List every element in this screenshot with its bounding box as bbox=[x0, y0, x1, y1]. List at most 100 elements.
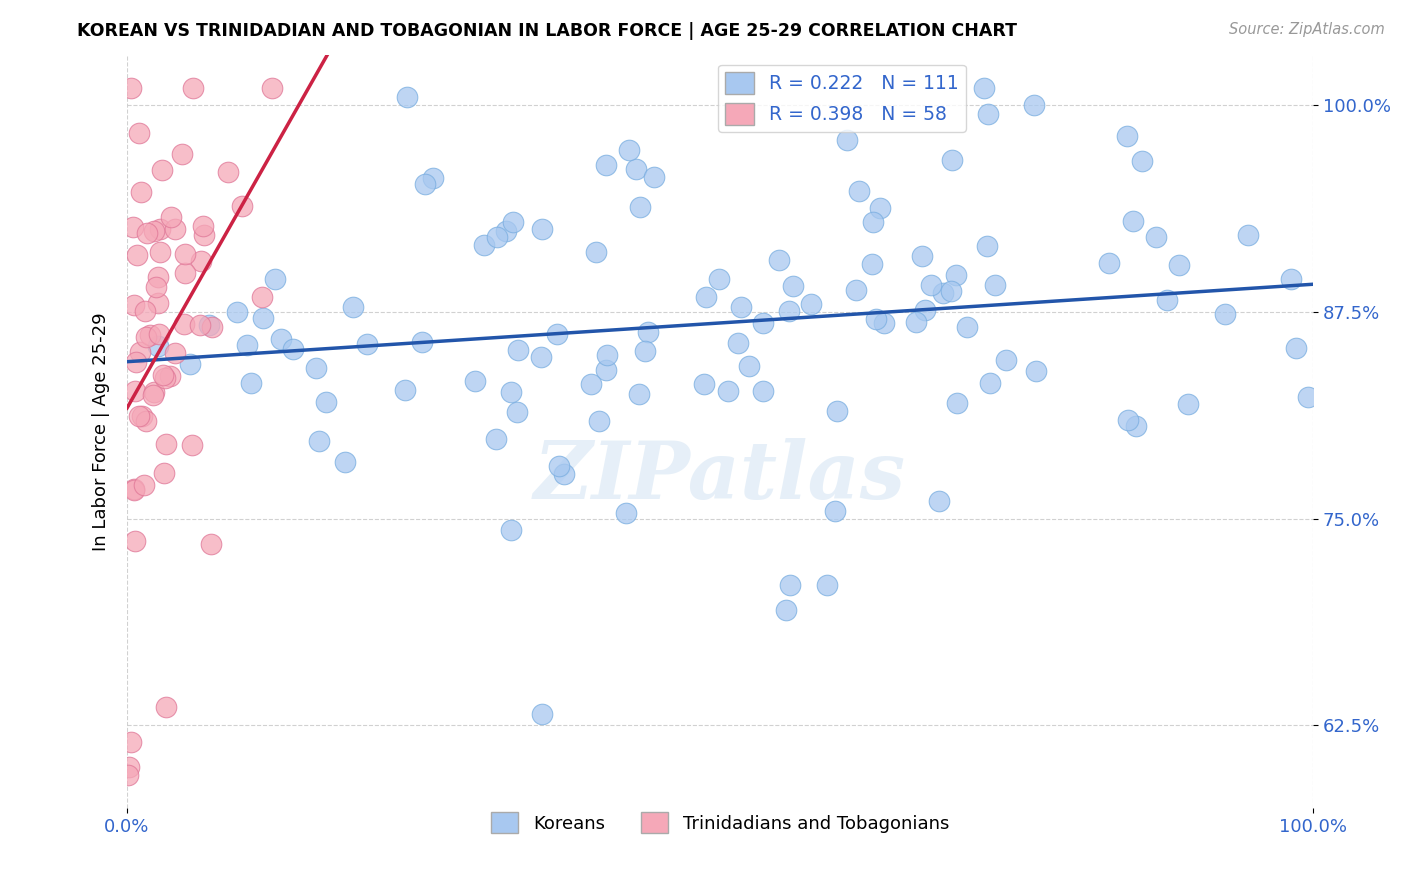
Y-axis label: In Labor Force | Age 25-29: In Labor Force | Age 25-29 bbox=[93, 312, 110, 551]
Point bbox=[281, 342, 304, 356]
Point bbox=[240, 376, 263, 391]
Point bbox=[128, 126, 150, 140]
Point bbox=[865, 311, 887, 326]
Point bbox=[153, 370, 176, 384]
Point bbox=[236, 338, 259, 352]
Point bbox=[845, 283, 868, 297]
Point bbox=[422, 170, 444, 185]
Point bbox=[485, 230, 508, 244]
Point bbox=[129, 185, 152, 199]
Point bbox=[695, 289, 717, 303]
Point bbox=[825, 404, 848, 418]
Point bbox=[595, 363, 617, 377]
Point bbox=[1215, 307, 1237, 321]
Point bbox=[738, 359, 761, 374]
Point bbox=[595, 158, 617, 172]
Point bbox=[495, 224, 517, 238]
Point bbox=[727, 335, 749, 350]
Point bbox=[768, 252, 790, 267]
Point bbox=[1144, 229, 1167, 244]
Point bbox=[260, 81, 283, 95]
Point bbox=[315, 395, 337, 409]
Point bbox=[1125, 418, 1147, 433]
Point bbox=[342, 301, 364, 315]
Point bbox=[217, 164, 239, 178]
Point bbox=[1130, 154, 1153, 169]
Point bbox=[1024, 97, 1046, 112]
Point bbox=[163, 346, 186, 360]
Point bbox=[956, 320, 979, 334]
Point bbox=[132, 478, 155, 492]
Point bbox=[128, 345, 150, 359]
Point bbox=[1177, 397, 1199, 411]
Point bbox=[752, 384, 775, 398]
Point bbox=[994, 353, 1017, 368]
Point bbox=[1156, 293, 1178, 308]
Point bbox=[1236, 227, 1258, 242]
Point bbox=[250, 290, 273, 304]
Point bbox=[131, 409, 153, 424]
Point bbox=[200, 537, 222, 551]
Point bbox=[135, 330, 157, 344]
Point bbox=[977, 107, 1000, 121]
Point bbox=[413, 177, 436, 191]
Point bbox=[508, 343, 530, 357]
Point bbox=[128, 409, 150, 423]
Point bbox=[862, 215, 884, 229]
Point bbox=[637, 325, 659, 339]
Text: KOREAN VS TRINIDADIAN AND TOBAGONIAN IN LABOR FORCE | AGE 25-29 CORRELATION CHAR: KOREAN VS TRINIDADIAN AND TOBAGONIAN IN … bbox=[77, 22, 1018, 40]
Point bbox=[143, 224, 166, 238]
Point bbox=[628, 200, 651, 214]
Point bbox=[501, 523, 523, 537]
Point bbox=[163, 222, 186, 236]
Point bbox=[200, 320, 222, 334]
Point bbox=[225, 305, 247, 319]
Point bbox=[149, 221, 172, 235]
Point bbox=[395, 90, 418, 104]
Point bbox=[356, 337, 378, 351]
Point bbox=[499, 384, 522, 399]
Point bbox=[124, 298, 146, 312]
Point bbox=[146, 339, 169, 353]
Point bbox=[596, 348, 619, 362]
Point bbox=[730, 300, 752, 314]
Point bbox=[1279, 272, 1302, 286]
Point bbox=[122, 482, 145, 496]
Point bbox=[308, 434, 330, 448]
Point bbox=[502, 215, 524, 229]
Point bbox=[252, 311, 274, 326]
Point bbox=[614, 506, 637, 520]
Point bbox=[634, 343, 657, 358]
Point bbox=[146, 270, 169, 285]
Point bbox=[588, 414, 610, 428]
Point bbox=[1285, 342, 1308, 356]
Point bbox=[124, 533, 146, 548]
Point bbox=[873, 316, 896, 330]
Point bbox=[145, 280, 167, 294]
Point bbox=[179, 358, 201, 372]
Point bbox=[692, 376, 714, 391]
Point bbox=[932, 286, 955, 301]
Text: Source: ZipAtlas.com: Source: ZipAtlas.com bbox=[1229, 22, 1385, 37]
Point bbox=[617, 143, 640, 157]
Point bbox=[180, 437, 202, 451]
Point bbox=[411, 335, 433, 350]
Point bbox=[142, 388, 165, 402]
Point bbox=[984, 277, 1007, 292]
Point bbox=[1025, 364, 1047, 378]
Legend: Koreans, Trinidadians and Tobagonians: Koreans, Trinidadians and Tobagonians bbox=[484, 805, 956, 840]
Point bbox=[121, 219, 143, 234]
Point bbox=[979, 376, 1001, 390]
Point bbox=[946, 395, 969, 409]
Point bbox=[860, 257, 883, 271]
Point bbox=[136, 226, 159, 240]
Point bbox=[824, 504, 846, 518]
Point bbox=[174, 265, 197, 279]
Point bbox=[1122, 214, 1144, 228]
Point bbox=[150, 162, 173, 177]
Point bbox=[904, 314, 927, 328]
Point bbox=[815, 577, 838, 591]
Point bbox=[530, 222, 553, 236]
Point bbox=[173, 247, 195, 261]
Point bbox=[506, 404, 529, 418]
